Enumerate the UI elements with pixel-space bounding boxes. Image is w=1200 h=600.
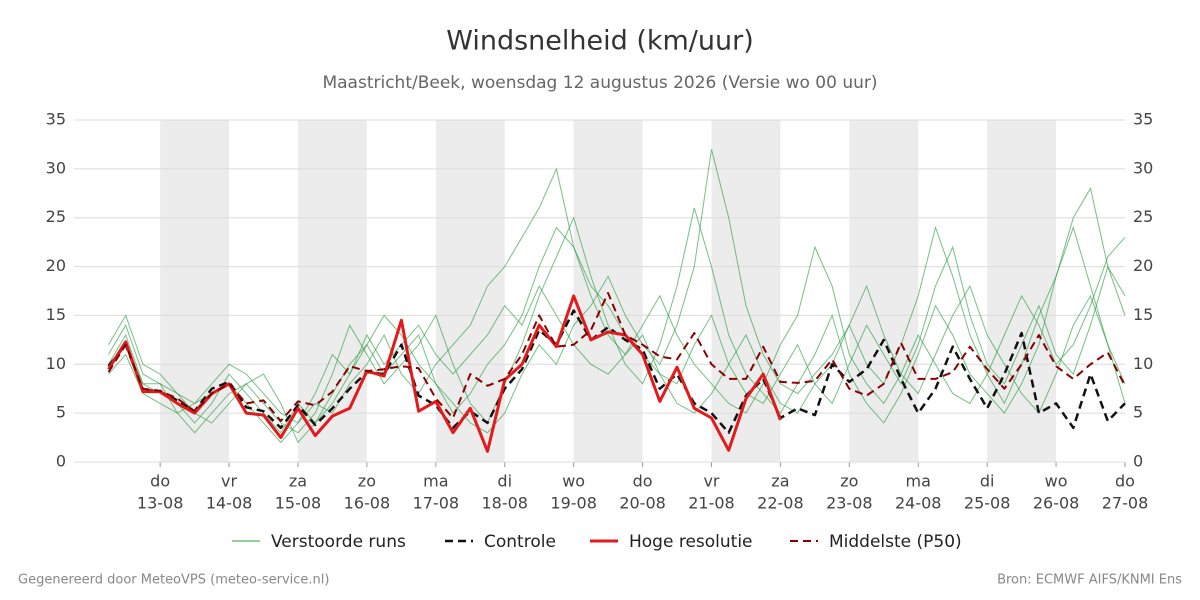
- x-tick-label: 24-08: [895, 494, 942, 513]
- x-tick-weekday: ma: [423, 472, 448, 491]
- chart-subtitle: Maastricht/Beek, woensdag 12 augustus 20…: [322, 73, 877, 93]
- x-tick-weekday: di: [497, 472, 512, 491]
- y-tick-label: 0: [56, 452, 66, 471]
- y2-tick-label: 10: [1133, 354, 1153, 373]
- day-band: [849, 120, 919, 462]
- y-tick-label: 15: [46, 305, 66, 324]
- legend-label: Middelste (P50): [829, 532, 962, 552]
- y-tick-label: 5: [56, 403, 66, 422]
- x-tick-weekday: di: [980, 472, 995, 491]
- x-tick-label: 27-08: [1102, 494, 1149, 513]
- x-tick-label: 26-08: [1033, 494, 1080, 513]
- x-tick-weekday: za: [771, 472, 789, 491]
- x-tick-weekday: do: [633, 472, 653, 491]
- legend-label: Hoge resolutie: [629, 532, 753, 552]
- y2-tick-label: 35: [1133, 110, 1153, 129]
- x-tick-weekday: vr: [221, 472, 237, 491]
- x-tick-label: 20-08: [619, 494, 666, 513]
- day-band: [435, 120, 505, 462]
- x-tick-weekday: ma: [906, 472, 931, 491]
- day-band: [160, 120, 230, 462]
- x-tick-weekday: wo: [562, 472, 585, 491]
- y2-tick-label: 0: [1133, 452, 1143, 471]
- x-tick-weekday: zo: [358, 472, 376, 491]
- x-tick-label: 23-08: [826, 494, 873, 513]
- day-band: [711, 120, 781, 462]
- ensemble-line: [108, 167, 1126, 424]
- x-tick-weekday: za: [289, 472, 307, 491]
- y-tick-label: 35: [46, 110, 66, 129]
- x-tick-weekday: wo: [1045, 472, 1068, 491]
- day-band: [987, 120, 1057, 462]
- y2-tick-label: 5: [1133, 403, 1143, 422]
- y-tick-label: 10: [46, 354, 66, 373]
- x-tick-weekday: vr: [703, 472, 719, 491]
- ensemble-line: [108, 284, 1126, 444]
- x-tick-label: 17-08: [413, 494, 460, 513]
- legend-label: Verstoorde runs: [271, 532, 406, 552]
- y2-tick-label: 20: [1133, 256, 1153, 275]
- series-line: [107, 292, 1126, 422]
- x-tick-label: 21-08: [688, 494, 735, 513]
- x-tick-weekday: zo: [840, 472, 858, 491]
- x-tick-label: 16-08: [344, 494, 391, 513]
- x-tick-weekday: do: [1115, 472, 1135, 491]
- y2-tick-label: 30: [1133, 158, 1153, 177]
- day-band: [573, 120, 643, 462]
- x-tick-label: 22-08: [757, 494, 804, 513]
- chart-title: Windsnelheid (km/uur): [446, 26, 754, 57]
- x-tick-label: 25-08: [964, 494, 1011, 513]
- ensemble-line: [108, 149, 1126, 444]
- x-tick-label: 14-08: [206, 494, 253, 513]
- x-tick-label: 19-08: [550, 494, 597, 513]
- x-tick-label: 13-08: [137, 494, 184, 513]
- y2-tick-label: 15: [1133, 305, 1153, 324]
- x-tick-label: 15-08: [275, 494, 322, 513]
- y-tick-label: 30: [46, 158, 66, 177]
- y-tick-label: 20: [46, 256, 66, 275]
- y-tick-label: 25: [46, 207, 66, 226]
- legend-label: Controle: [484, 532, 556, 552]
- footer-left: Gegenereerd door MeteoVPS (meteo-service…: [18, 573, 329, 588]
- y2-tick-label: 25: [1133, 207, 1153, 226]
- ensemble-line: [108, 226, 1126, 434]
- x-tick-label: 18-08: [481, 494, 528, 513]
- footer-right: Bron: ECMWF AIFS/KNMI Ens: [997, 573, 1182, 588]
- x-tick-weekday: do: [150, 472, 170, 491]
